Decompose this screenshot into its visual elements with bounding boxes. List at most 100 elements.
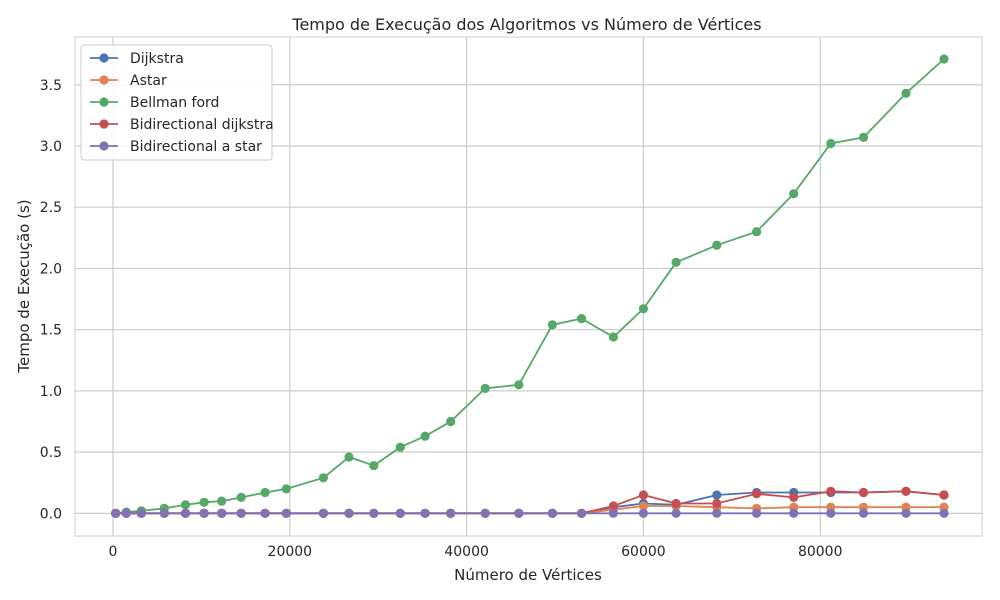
data-point-bidirectional-dijkstra: [608, 501, 619, 511]
x-tick-label: 0: [109, 544, 118, 560]
data-point-bidirectional-a-star: [395, 508, 405, 518]
data-point-bellman-ford: [514, 380, 524, 390]
data-point-bellman-ford: [671, 257, 681, 267]
data-point-dijkstra: [712, 490, 722, 500]
y-tick-label: 1.5: [40, 323, 62, 339]
legend-item-astar: Astar: [90, 73, 167, 89]
x-tick-label: 80000: [798, 544, 843, 560]
data-point-bidirectional-a-star: [446, 508, 456, 518]
data-point-bidirectional-dijkstra: [712, 498, 722, 509]
y-axis-ticks: 0.0 0.5 1.0 1.5 2.0 2.5 3.0 3.5: [40, 78, 62, 523]
x-tick-label: 60000: [621, 544, 666, 560]
legend-marker: [99, 75, 109, 85]
legend-marker: [99, 141, 109, 151]
data-point-bidirectional-a-star: [901, 508, 911, 518]
x-tick-label: 40000: [444, 544, 489, 560]
data-point-bidirectional-dijkstra: [858, 487, 869, 498]
data-point-bellman-ford: [939, 54, 949, 64]
data-point-bidirectional-a-star: [199, 508, 209, 518]
x-axis-label: Número de Vértices: [454, 566, 602, 584]
data-point-bidirectional-a-star: [480, 508, 490, 518]
x-axis-ticks: 0 20000 40000 60000 80000: [109, 544, 843, 560]
data-point-bidirectional-a-star: [236, 508, 246, 518]
legend-box: [80, 44, 273, 161]
data-point-bellman-ford: [752, 227, 762, 237]
y-tick-label: 2.0: [40, 261, 62, 277]
data-point-bidirectional-a-star: [260, 508, 270, 518]
data-point-bidirectional-a-star: [514, 508, 524, 518]
y-tick-label: 3.5: [40, 78, 62, 94]
data-point-bellman-ford: [395, 442, 405, 452]
y-tick-label: 1.0: [40, 384, 62, 400]
data-point-bidirectional-a-star: [638, 508, 649, 518]
legend-label: Astar: [130, 73, 167, 89]
data-point-bidirectional-a-star: [111, 508, 121, 518]
data-point-bellman-ford: [576, 314, 587, 324]
data-point-bidirectional-a-star: [180, 508, 191, 518]
legend-label: Bellman ford: [130, 95, 219, 111]
data-point-bellman-ford: [826, 138, 836, 149]
data-point-bidirectional-dijkstra: [789, 492, 799, 502]
data-point-bidirectional-a-star: [159, 508, 169, 518]
data-point-bellman-ford: [638, 304, 649, 314]
data-point-bidirectional-a-star: [136, 508, 146, 518]
data-point-bellman-ford: [789, 189, 799, 199]
legend-label: Bidirectional a star: [130, 139, 262, 155]
data-point-bellman-ford: [712, 240, 722, 250]
data-point-bellman-ford: [260, 487, 270, 498]
legend-marker: [99, 119, 109, 129]
chart-title: Tempo de Execução dos Algoritmos vs Núme…: [291, 15, 761, 34]
data-point-bidirectional-a-star: [318, 508, 328, 518]
y-tick-label: 0.5: [40, 445, 62, 461]
x-tick-label: 20000: [268, 544, 313, 560]
data-point-bidirectional-a-star: [369, 508, 379, 518]
data-point-bidirectional-a-star: [752, 508, 762, 518]
y-tick-label: 3.0: [40, 139, 62, 155]
data-point-bellman-ford: [420, 431, 430, 441]
data-point-bellman-ford: [901, 88, 911, 98]
y-tick-label: 2.5: [40, 200, 62, 216]
data-point-bidirectional-a-star: [712, 508, 722, 518]
data-point-bidirectional-a-star: [826, 508, 836, 518]
legend-marker: [99, 53, 109, 63]
data-point-bellman-ford: [217, 496, 227, 506]
data-point-bidirectional-a-star: [547, 508, 558, 518]
series-group: [111, 54, 949, 518]
data-point-bidirectional-dijkstra: [826, 486, 836, 496]
data-point-bidirectional-dijkstra: [939, 490, 949, 500]
data-point-bidirectional-a-star: [789, 508, 799, 518]
legend: Dijkstra Astar Bellman ford Bidirectional d…: [80, 44, 274, 161]
data-point-bidirectional-dijkstra: [671, 498, 681, 509]
data-point-bellman-ford: [480, 383, 490, 393]
legend-marker: [99, 97, 109, 107]
data-point-bidirectional-a-star: [608, 508, 619, 518]
data-point-bidirectional-dijkstra: [638, 490, 649, 500]
data-point-bidirectional-a-star: [576, 508, 587, 518]
legend-item-bidirectional-dijkstra: Bidirectional dijkstra: [90, 117, 274, 133]
data-point-bellman-ford: [369, 461, 379, 471]
y-tick-label: 0.0: [40, 506, 62, 522]
series-bidirectional-a-star: [111, 508, 949, 518]
data-point-bidirectional-a-star: [939, 508, 949, 518]
data-point-bellman-ford: [446, 416, 456, 427]
data-point-bellman-ford: [180, 500, 191, 510]
data-point-bidirectional-a-star: [121, 508, 131, 518]
data-point-bellman-ford: [547, 320, 558, 330]
data-point-bidirectional-a-star: [281, 508, 291, 518]
legend-item-dijkstra: Dijkstra: [90, 51, 184, 67]
data-point-bellman-ford: [236, 492, 246, 502]
data-point-bellman-ford: [858, 132, 869, 142]
data-point-bidirectional-a-star: [671, 508, 681, 518]
data-point-bellman-ford: [281, 484, 291, 494]
legend-item-bellman-ford: Bellman ford: [90, 95, 219, 111]
data-point-bellman-ford: [199, 497, 209, 507]
data-point-bidirectional-a-star: [217, 508, 227, 518]
legend-item-bidirectional-a-star: Bidirectional a star: [90, 139, 262, 155]
data-point-bidirectional-a-star: [858, 508, 869, 518]
data-point-bidirectional-a-star: [420, 508, 430, 518]
data-point-astar: [638, 501, 649, 511]
y-axis-label: Tempo de Execução (s): [15, 199, 33, 373]
data-point-bidirectional-dijkstra: [901, 486, 911, 496]
legend-label: Bidirectional dijkstra: [130, 117, 274, 133]
